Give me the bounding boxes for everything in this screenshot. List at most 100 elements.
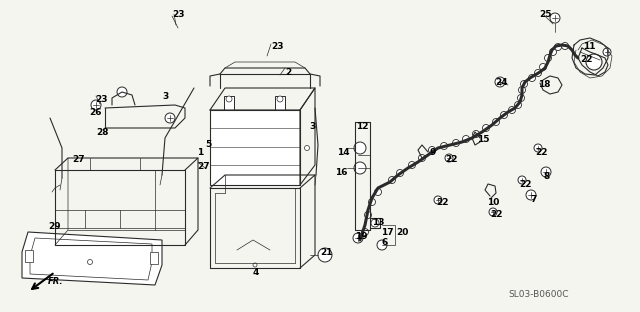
Circle shape	[362, 228, 369, 236]
Circle shape	[541, 167, 551, 177]
Text: 27: 27	[72, 155, 84, 164]
Text: 20: 20	[396, 228, 408, 237]
Text: 17: 17	[381, 228, 394, 237]
Circle shape	[419, 154, 426, 162]
Text: 16: 16	[335, 168, 348, 177]
Circle shape	[318, 248, 332, 262]
Text: 21: 21	[320, 248, 333, 257]
Circle shape	[495, 77, 505, 87]
Text: 23: 23	[271, 42, 284, 51]
Circle shape	[253, 263, 257, 267]
Text: 22: 22	[436, 198, 449, 207]
Circle shape	[369, 198, 376, 206]
Text: 22: 22	[535, 148, 547, 157]
Circle shape	[529, 75, 536, 81]
Text: 28: 28	[96, 128, 109, 137]
Text: 14: 14	[337, 148, 349, 157]
Circle shape	[429, 147, 435, 154]
Text: 22: 22	[580, 55, 593, 64]
Text: 29: 29	[48, 222, 61, 231]
Circle shape	[226, 96, 232, 102]
Circle shape	[434, 196, 442, 204]
Circle shape	[365, 212, 371, 218]
Circle shape	[165, 113, 175, 123]
Circle shape	[534, 144, 542, 152]
Polygon shape	[22, 232, 162, 285]
Text: 10: 10	[487, 198, 499, 207]
Circle shape	[515, 101, 522, 109]
Text: 26: 26	[89, 108, 102, 117]
Text: 18: 18	[538, 80, 550, 89]
Circle shape	[445, 154, 453, 162]
Text: 12: 12	[356, 122, 369, 131]
Circle shape	[472, 130, 479, 138]
Circle shape	[550, 48, 557, 56]
Circle shape	[493, 119, 499, 125]
Text: FR.: FR.	[48, 277, 63, 286]
Text: 8: 8	[543, 172, 549, 181]
Bar	[150, 252, 158, 264]
Circle shape	[550, 13, 560, 23]
Text: SL03-B0600C: SL03-B0600C	[508, 290, 568, 299]
Text: 2: 2	[285, 68, 291, 77]
Text: 22: 22	[519, 180, 531, 189]
Circle shape	[520, 80, 527, 87]
Text: 22: 22	[445, 155, 458, 164]
Circle shape	[440, 143, 447, 149]
Circle shape	[489, 208, 497, 216]
Text: 3: 3	[162, 92, 168, 101]
Circle shape	[518, 95, 525, 101]
Circle shape	[371, 219, 379, 227]
Text: 6: 6	[381, 238, 387, 247]
Polygon shape	[30, 238, 152, 280]
Circle shape	[388, 177, 396, 183]
Text: 19: 19	[355, 232, 367, 241]
Circle shape	[500, 111, 508, 119]
Circle shape	[88, 260, 93, 265]
Text: 1: 1	[197, 148, 204, 157]
Text: 27: 27	[197, 162, 210, 171]
Text: 3: 3	[309, 122, 316, 131]
Circle shape	[353, 233, 363, 243]
Circle shape	[526, 190, 536, 200]
Text: 5: 5	[205, 140, 211, 149]
Text: 11: 11	[583, 42, 595, 51]
Text: 23: 23	[172, 10, 184, 19]
Circle shape	[354, 162, 366, 174]
Circle shape	[603, 48, 611, 56]
Bar	[275, 96, 285, 110]
Circle shape	[518, 86, 525, 94]
Text: 15: 15	[477, 135, 490, 144]
Circle shape	[277, 96, 283, 102]
Bar	[25, 250, 33, 262]
Text: 23: 23	[95, 95, 108, 104]
Circle shape	[554, 43, 561, 51]
Circle shape	[397, 169, 403, 177]
Circle shape	[452, 139, 460, 147]
Circle shape	[305, 145, 310, 150]
Text: 4: 4	[253, 268, 259, 277]
Circle shape	[377, 240, 387, 250]
Circle shape	[374, 188, 381, 196]
Circle shape	[117, 87, 127, 97]
Circle shape	[545, 55, 552, 61]
Text: 9: 9	[430, 148, 436, 157]
Text: 25: 25	[539, 10, 552, 19]
Text: 13: 13	[372, 218, 385, 227]
Text: 7: 7	[530, 195, 536, 204]
Circle shape	[561, 42, 568, 50]
Circle shape	[586, 54, 602, 70]
Circle shape	[408, 162, 415, 168]
Circle shape	[518, 176, 526, 184]
Circle shape	[540, 64, 547, 71]
Text: 24: 24	[495, 78, 508, 87]
Circle shape	[483, 124, 490, 131]
Circle shape	[534, 70, 541, 76]
Circle shape	[91, 100, 101, 110]
Bar	[210, 110, 300, 185]
Bar	[224, 96, 234, 110]
Circle shape	[463, 135, 470, 143]
Circle shape	[509, 106, 515, 114]
Text: 22: 22	[490, 210, 502, 219]
Circle shape	[354, 142, 366, 154]
